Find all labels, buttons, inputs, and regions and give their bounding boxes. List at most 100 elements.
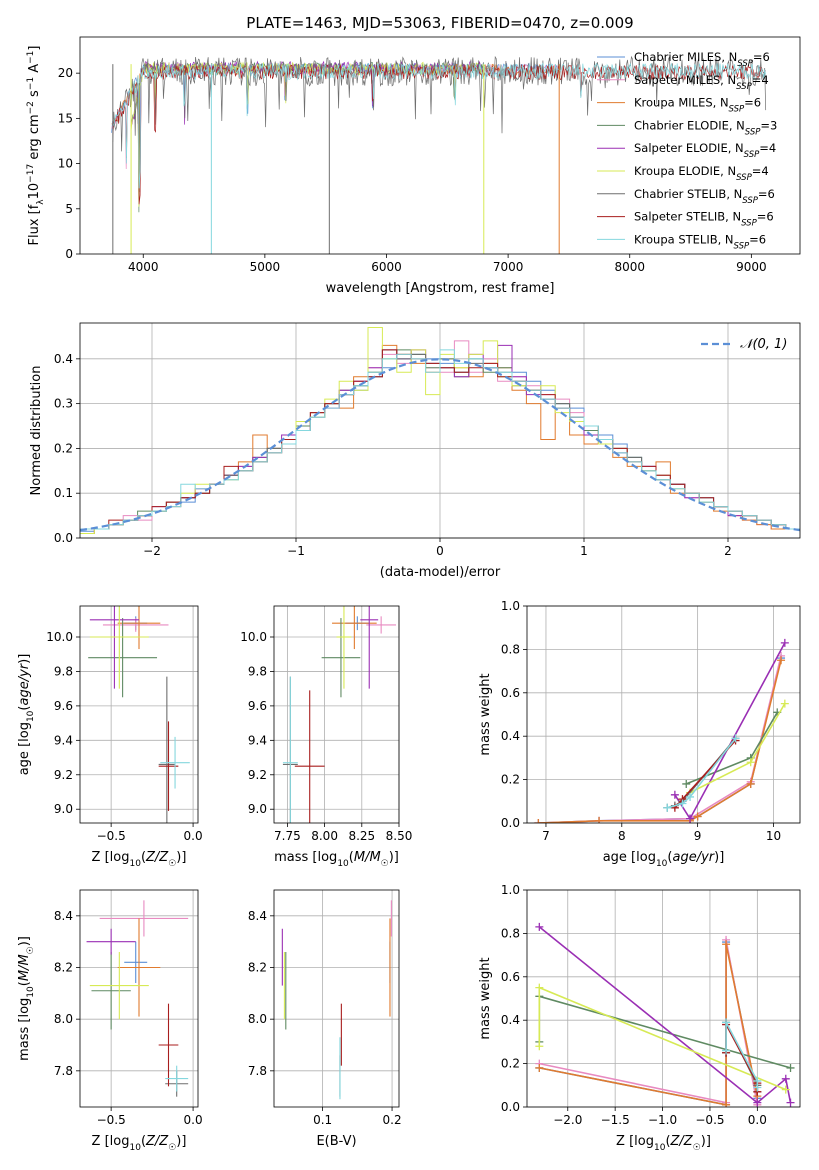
age_vs_Z-points — [88, 606, 190, 823]
mass_weight_vs_age-marker-salpeter_elodie — [780, 638, 789, 647]
spectrum-ytick-label: 5 — [65, 202, 73, 216]
age_vs_Z-frame — [79, 605, 199, 824]
mass_weight_vs_Z-lines — [535, 922, 795, 1107]
mass_weight_vs_Z-ytick-label: 0.2 — [501, 1057, 520, 1071]
mass_weight_vs_Z-ytick-label: 0.0 — [501, 1100, 520, 1114]
mass_weight_vs_Z-marker-kroupa_elodie — [535, 983, 544, 992]
residuals-ytick-label: 0.2 — [54, 441, 73, 455]
spectrum-xlabel: wavelength [Angstrom, rest frame] — [326, 281, 555, 296]
mass_weight_vs_age-xtick-label: 10 — [766, 829, 781, 843]
residuals-xtick-label: 2 — [724, 544, 732, 558]
mass_weight_vs_age-ylabel: mass weight — [478, 673, 493, 755]
mass_vs_Z-axes: −0.5 0.0 7.8 8.0 8.2 8.4 Z [log10(Z/Z☉)] mass [… — [17, 889, 203, 1153]
age_vs_mass-ytick-label: 9.4 — [248, 733, 267, 747]
mass_weight_vs_Z-xtick-label: −2.0 — [553, 1113, 582, 1127]
legend-label-chabrier_stelib: Chabrier STELIB, NSSP=6 — [634, 187, 775, 206]
spectrum-ytick-label: 20 — [58, 66, 73, 80]
mass_weight_vs_Z-xtick-label: 0.0 — [748, 1113, 767, 1127]
spectrum-ytick-label: 10 — [58, 157, 73, 171]
mass_vs_Z-ytick-label: 8.4 — [54, 909, 73, 923]
legend-label-kroupa_stelib: Kroupa STELIB, NSSP=6 — [634, 232, 766, 251]
age_vs_mass-axes: 7.75 8.00 8.25 8.50 9.0 9.2 9.4 9.6 9.8 10.0 mass … — [240, 605, 413, 869]
mass_vs_EBV-ytick-label: 8.2 — [248, 961, 267, 975]
mass_weight_vs_age-marker-kroupa_miles — [534, 819, 543, 823]
residuals-xlabel: (data-model)/error — [380, 565, 501, 580]
spectrum-ylabel: Flux [fλ10−17 erg cm−2 s−1 A−1] — [26, 46, 46, 246]
mass_weight_vs_age-frame — [526, 605, 801, 824]
mass_weight_vs_Z-marker-salpeter_elodie — [786, 1098, 795, 1107]
mass_weight_vs_age-marker-kroupa_stelib — [686, 792, 695, 801]
mass_vs_EBV-axes: 0.1 0.2 7.8 8.0 8.2 8.4 E(B-V) — [248, 889, 402, 1149]
age_vs_mass-ytick-label: 10.0 — [240, 630, 267, 644]
age_vs_mass-ytick-label: 9.2 — [248, 768, 267, 782]
legend-label-salpeter_miles: Salpeter MILES, NSSP=4 — [634, 73, 769, 92]
mass_weight_vs_age-marker-kroupa_miles — [746, 779, 755, 788]
residuals-xtick-label: −1 — [287, 544, 305, 558]
age_vs_mass-frame — [273, 605, 400, 824]
residuals-ytick-label: 0.0 — [54, 531, 73, 545]
mass_weight_vs_age-axes: 7 8 9 10 0.0 0.2 0.4 0.6 0.8 1.0 age [log10(age/yr… — [478, 599, 801, 869]
residuals-xtick-label: 1 — [580, 544, 588, 558]
mass_weight_vs_age-marker-kroupa_stelib — [663, 803, 672, 812]
age_vs_Z-ytick-label: 9.2 — [54, 768, 73, 782]
age_vs_Z-xtick-label: −0.5 — [97, 829, 126, 843]
mass_weight_vs_Z-marker-salpeter_elodie — [753, 1098, 762, 1107]
legend-label-kroupa_elodie: Kroupa ELODIE, NSSP=4 — [634, 164, 769, 183]
residual-histograms — [80, 326, 800, 538]
mass_weight_vs_age-series-chabrier_elodie — [686, 711, 778, 785]
mass_vs_EBV-ytick-label: 8.4 — [248, 909, 267, 923]
mass_weight_vs_age-ytick-label: 0.2 — [501, 773, 520, 787]
mass_vs_EBV-ytick-label: 7.8 — [248, 1064, 267, 1078]
age_vs_Z-xlabel: Z [log10(Z/Z☉)] — [92, 850, 187, 869]
residuals-xtick-label: −2 — [143, 544, 161, 558]
age_vs_Z-ytick-label: 9.6 — [54, 699, 73, 713]
age_vs_Z-ytick-label: 9.0 — [54, 802, 73, 816]
mass_vs_EBV-xtick-label: 0.1 — [313, 1113, 332, 1127]
age_vs_Z-xtick-label: 0.0 — [184, 829, 203, 843]
spectrum-xtick-label: 9000 — [736, 260, 767, 274]
mass_weight_vs_Z-marker-chabrier_elodie — [786, 1063, 795, 1072]
spectrum-series-chabrier_stelib — [112, 55, 767, 193]
spectrum-lines — [111, 55, 767, 254]
age_vs_mass-xlabel: mass [log10(M/M☉)] — [274, 850, 399, 869]
age_vs_mass-xtick-label: 8.50 — [386, 829, 413, 843]
mass_weight_vs_age-xtick-label: 9 — [694, 829, 702, 843]
subplots: 4000 5000 6000 7000 8000 900005101520waveleng… — [17, 36, 801, 1153]
residual-legend-label: 𝒩(0, 1) — [740, 337, 787, 352]
mass_weight_vs_Z-marker-salpeter_elodie — [781, 1074, 790, 1083]
mass_weight_vs_age-series-kroupa_stelib — [667, 737, 737, 809]
mass_weight_vs_age-ytick-label: 0.8 — [501, 642, 520, 656]
mass_weight_vs_age-xtick-label: 8 — [618, 829, 626, 843]
mass_weight_vs_age-marker-kroupa_elodie — [746, 758, 755, 767]
mass_vs_Z-xlabel: Z [log10(Z/Z☉)] — [92, 1134, 187, 1153]
mass_vs_Z-ylabel: mass [log10(M/M☉)] — [17, 936, 36, 1061]
spectrum-xtick-label: 5000 — [250, 260, 281, 274]
age_vs_Z-ytick-label: 10.0 — [46, 630, 73, 644]
mass_weight_vs_age-marker-kroupa_stelib — [678, 799, 687, 808]
mass_vs_Z-frame — [79, 889, 199, 1108]
residuals-ytick-label: 0.1 — [54, 486, 73, 500]
mass_weight_vs_Z-xlabel: Z [log10(Z/Z☉)] — [616, 1134, 711, 1153]
mass_weight_vs_age-lines — [534, 638, 789, 823]
spectrum-ytick-label: 15 — [58, 111, 73, 125]
mass_weight_vs_age-marker-salpeter_elodie — [670, 790, 679, 799]
mass_vs_EBV-frame — [273, 889, 400, 1108]
age_vs_mass-xtick-label: 7.75 — [274, 829, 301, 843]
mass_weight_vs_Z-frame — [526, 889, 801, 1108]
mass_weight_vs_Z-ytick-label: 0.6 — [501, 970, 520, 984]
age_vs_mass-points — [282, 606, 397, 823]
mass_weight_vs_age-marker-kroupa_miles — [595, 816, 604, 823]
mass_weight_vs_Z-marker-kroupa_miles — [535, 1063, 544, 1072]
residuals-frame — [79, 322, 801, 539]
mass_weight_vs_age-series-chabrier_miles — [538, 657, 782, 823]
mass_weight_vs_Z-xtick-label: −1.5 — [601, 1113, 630, 1127]
mass_weight_vs_Z-marker-kroupa_stelib — [722, 1046, 731, 1055]
spectrum-xtick-label: 4000 — [128, 260, 159, 274]
mass_weight_vs_Z-ylabel: mass weight — [478, 957, 493, 1039]
spectrum-legend: Chabrier MILES, NSSP=6 Salpeter MILES, NS… — [597, 50, 777, 251]
mass_weight_vs_age-xlabel: age [log10(age/yr)] — [603, 850, 725, 869]
legend-label-salpeter_stelib: Salpeter STELIB, NSSP=6 — [634, 210, 774, 229]
mass_weight_vs_age-marker-kroupa_miles — [693, 812, 702, 821]
legend-label-chabrier_elodie: Chabrier ELODIE, NSSP=3 — [634, 118, 777, 137]
